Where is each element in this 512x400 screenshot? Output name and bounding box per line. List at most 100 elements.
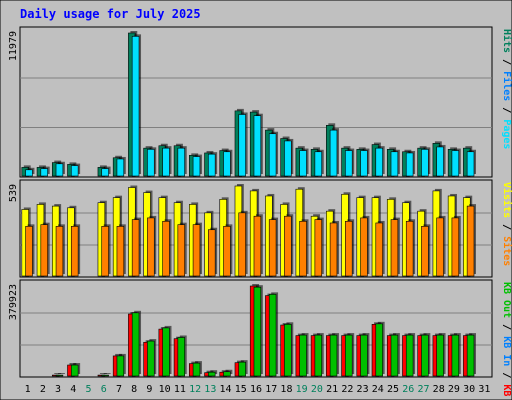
bar-pages (314, 151, 323, 177)
bar-pages (177, 147, 186, 177)
bar-kb-out (208, 371, 216, 377)
x-tick-label: 7 (116, 384, 122, 395)
bar-kb-out (55, 374, 64, 377)
bar-kb-f-shadow (54, 373, 62, 374)
bar-sites (284, 215, 292, 277)
legend: Visits / Sites (501, 182, 512, 266)
x-tick-label: 21 (326, 384, 338, 395)
chart-title: Daily usage for July 2025 (20, 7, 201, 21)
bar-kb-out (299, 334, 307, 377)
x-tick-label: 31 (478, 384, 490, 395)
x-tick-label: 10 (159, 384, 171, 395)
bar-kb-out (101, 374, 109, 377)
legend-entry: Hits (501, 29, 512, 53)
panel-hits_files_pages: 11979 Hits / Files / Pages (8, 26, 512, 178)
bar-sites (268, 219, 277, 277)
bar-pages (451, 150, 460, 177)
bar-sites (360, 217, 368, 277)
bar-kb-out (223, 371, 231, 377)
legend-separator: / (501, 318, 512, 336)
legend-entry: KB Out (501, 282, 512, 318)
legend-entry: Visits (501, 182, 512, 218)
bar-pages (466, 151, 475, 177)
bar-pages (40, 168, 48, 177)
x-tick-label: 23 (357, 384, 369, 395)
bar-pages (299, 150, 307, 177)
legend-separator: / (501, 366, 512, 384)
x-tick-label: 22 (341, 384, 353, 395)
bar-sites (70, 226, 79, 277)
bar-pages (436, 146, 444, 177)
legend-separator: / (501, 101, 512, 119)
bar-kb-out (284, 324, 292, 377)
x-tick-label: 18 (280, 384, 292, 395)
bar-sites (314, 219, 323, 277)
x-tick-label: 11 (174, 384, 186, 395)
bar-pages (405, 152, 414, 177)
x-tick-label: 29 (448, 384, 460, 395)
bar-pages (223, 151, 231, 177)
x-tick-label: 15 (235, 384, 247, 395)
legend-entry: KB In (501, 336, 512, 366)
bar-kb-out-shadow (58, 373, 65, 374)
legend-entry: KB F (501, 384, 512, 400)
bar-sites (421, 226, 429, 277)
bar-sites (299, 220, 307, 277)
bar-kb-out (238, 361, 246, 377)
ymax-label: 379923 (8, 284, 19, 320)
bar-kb-out (147, 340, 155, 377)
bar-sites (238, 212, 246, 277)
bar-sites (116, 226, 125, 277)
bar-sites (162, 220, 170, 277)
bar-pages (360, 150, 368, 177)
bar-pages (284, 140, 292, 177)
bar-sites (390, 219, 399, 277)
bar-kb-out (177, 337, 186, 377)
panel-kbf_kbin_kbout: 379923 KB Out / KB In / KB F (8, 279, 512, 400)
x-tick-label: 12 (189, 384, 201, 395)
bar-kb-out (466, 334, 475, 377)
bar-pages (268, 133, 277, 177)
bar-kb-out (329, 334, 338, 377)
bar-sites (223, 226, 231, 277)
bar-sites (466, 205, 475, 277)
bar-pages (147, 149, 155, 177)
bar-sites (40, 224, 48, 277)
x-tick-label: 6 (101, 384, 107, 395)
bar-sites (55, 226, 64, 277)
legend-separator: / (501, 53, 512, 71)
x-tick-label: 5 (86, 384, 92, 395)
ymax-label: 539 (8, 184, 19, 202)
x-tick-label: 1 (25, 384, 31, 395)
legend-entry: Pages (501, 119, 512, 149)
legend: KB Out / KB In / KB F (501, 282, 512, 400)
legend-entry: Files (501, 71, 512, 101)
x-tick-label: 2 (40, 384, 46, 395)
x-tick-label: 8 (131, 384, 137, 395)
x-tick-label: 3 (55, 384, 61, 395)
bar-pages (162, 147, 170, 177)
bar-kb-out (253, 286, 262, 377)
bar-kb-out (162, 327, 170, 377)
x-tick-label: 17 (265, 384, 277, 395)
ymax-label: 11979 (8, 31, 19, 61)
bar-kb-out (116, 355, 125, 377)
bar-kb-out (345, 334, 353, 377)
bar-sites (25, 226, 33, 277)
x-tick-label: 25 (387, 384, 399, 395)
bar-kb-out (314, 334, 323, 377)
x-tick-label: 28 (433, 384, 445, 395)
bar-kb-out (360, 334, 368, 377)
x-tick-label: 14 (220, 384, 232, 395)
x-tick-label: 27 (417, 384, 429, 395)
bar-pages (55, 163, 64, 177)
bar-kb-out (390, 334, 399, 377)
panel-visits_sites: 539 Visits / Sites (8, 179, 512, 278)
x-tick-label: 26 (402, 384, 414, 395)
x-tick-label: 9 (146, 384, 152, 395)
x-tick-label: 20 (311, 384, 323, 395)
bar-kb-out (131, 312, 140, 377)
bar-kb-out (375, 323, 383, 377)
bar-pages (345, 150, 353, 177)
